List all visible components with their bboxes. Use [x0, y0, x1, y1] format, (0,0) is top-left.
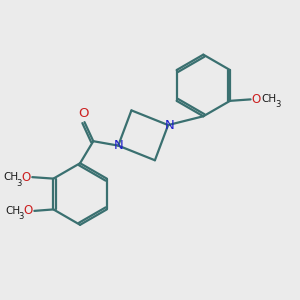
Text: 3: 3 [17, 178, 22, 188]
Text: N: N [113, 139, 123, 152]
Text: N: N [164, 118, 174, 132]
Text: CH: CH [4, 172, 19, 182]
Text: O: O [251, 93, 260, 106]
Text: O: O [23, 204, 32, 218]
Text: CH: CH [261, 94, 276, 104]
Text: O: O [21, 171, 31, 184]
Text: CH: CH [6, 206, 21, 216]
Text: 3: 3 [275, 100, 280, 109]
Text: O: O [78, 107, 88, 120]
Text: 3: 3 [19, 212, 24, 221]
